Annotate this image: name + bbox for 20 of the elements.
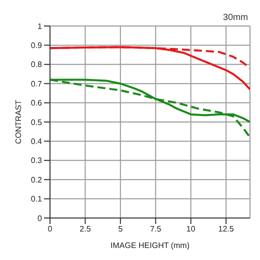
- y-tick-label: 0.3: [30, 156, 43, 166]
- y-tick-label: 0.8: [30, 60, 43, 70]
- y-tick-label: 0.1: [30, 194, 43, 204]
- x-axis-title: IMAGE HEIGHT (mm): [110, 241, 190, 250]
- y-tick-label: 0.7: [30, 79, 43, 88]
- x-tick-label: 5: [118, 224, 124, 234]
- chart-title: 30mm: [222, 12, 248, 22]
- x-tick-label: 12.5: [218, 224, 234, 234]
- y-tick-label: 0.6: [30, 98, 43, 108]
- x-tick-label: 2.5: [80, 224, 92, 234]
- x-tick-label: 10: [186, 224, 196, 234]
- y-tick-label: 0.4: [30, 137, 43, 146]
- y-axis-title: CONTRAST: [14, 100, 23, 144]
- y-tick-label: 0.2: [30, 175, 43, 184]
- y-tick-label: 1: [38, 22, 43, 31]
- x-tick-label: 7.5: [150, 224, 162, 234]
- y-tick-label: 0.9: [30, 41, 43, 50]
- y-tick-label: 0: [38, 214, 43, 223]
- x-tick-label: 0: [48, 224, 53, 234]
- y-tick-label: 0.5: [30, 118, 43, 127]
